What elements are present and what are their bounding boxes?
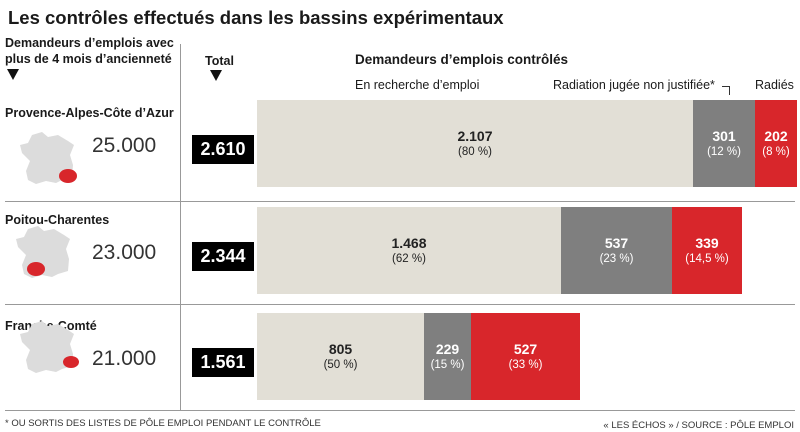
bar-segment-unjustified: 537 (23 %) (561, 207, 672, 294)
total-box: 2.610 (192, 135, 254, 164)
stacked-bar: 2.107 (80 %) 301 (12 %) 202 (8 %) (257, 100, 797, 187)
segment-percent: (12 %) (707, 145, 741, 158)
down-triangle-icon (210, 70, 222, 81)
legend-struck: Radiés (755, 78, 794, 92)
bar-segment-struck: 527 (33 %) (471, 313, 580, 400)
down-triangle-icon (7, 69, 19, 80)
jobseekers-count: 21.000 (92, 347, 157, 370)
segment-percent: (14,5 %) (685, 252, 729, 265)
france-map-icon-franche-comte (20, 321, 79, 373)
bar-segment-search: 2.107 (80 %) (257, 100, 693, 187)
bar-segment-struck: 339 (14,5 %) (672, 207, 742, 294)
france-map-icon-poitou (16, 226, 70, 278)
legend-bracket (722, 86, 730, 95)
segment-percent: (33 %) (508, 358, 543, 371)
segment-value: 2.107 (457, 127, 493, 144)
segment-percent: (62 %) (392, 252, 426, 265)
france-map-icon-paca (20, 132, 77, 184)
segment-value: 527 (513, 340, 538, 357)
segment-value: 1.468 (391, 234, 427, 251)
total-box: 2.344 (192, 242, 254, 271)
segment-value: 301 (712, 127, 736, 144)
segment-value: 805 (328, 340, 353, 357)
footnote: * OU SORTIS DES LISTES DE PÔLE EMPLOI PE… (5, 418, 321, 429)
main-column-header: Demandeurs d’emplois contrôlés (355, 52, 569, 67)
region-highlight (27, 262, 45, 276)
column-separator (180, 44, 181, 410)
total-column-header: Total (205, 54, 234, 68)
stacked-bar: 805 (50 %) 229 (15 %) 527 (33 %) (257, 313, 580, 400)
segment-percent: (50 %) (323, 358, 358, 371)
segment-value: 229 (435, 340, 460, 357)
bar-segment-unjustified: 229 (15 %) (424, 313, 471, 400)
region-highlight (59, 169, 77, 183)
row-separator (5, 201, 795, 202)
bar-segment-search: 805 (50 %) (257, 313, 424, 400)
bar-segment-unjustified: 301 (12 %) (693, 100, 755, 187)
legend-unjustified: Radiation jugée non justifiée* (553, 78, 715, 92)
bar-segment-search: 1.468 (62 %) (257, 207, 561, 294)
region-name: Provence-Alpes-Côte d’Azur (5, 106, 174, 120)
jobseekers-count: 23.000 (92, 241, 157, 264)
page-title: Les contrôles effectués dans les bassins… (8, 7, 504, 28)
jobseekers-count: 25.000 (92, 134, 157, 157)
region-highlight (63, 356, 79, 368)
region-name: Poitou-Charentes (5, 213, 110, 227)
segment-percent: (15 %) (430, 358, 465, 371)
legend-search: En recherche d’emploi (355, 78, 480, 92)
segment-value: 537 (604, 234, 629, 251)
segment-value: 202 (764, 127, 788, 144)
segment-value: 339 (695, 234, 719, 251)
segment-percent: (8 %) (762, 145, 790, 158)
bar-segment-struck: 202 (8 %) (755, 100, 797, 187)
segment-percent: (80 %) (458, 145, 492, 158)
source-credit: « LES ÉCHOS » / SOURCE : PÔLE EMPLOI (603, 420, 794, 431)
stacked-bar: 1.468 (62 %) 537 (23 %) 339 (14,5 %) (257, 207, 742, 294)
left-column-header: Demandeurs d’emplois avec plus de 4 mois… (5, 36, 174, 66)
row-separator (5, 410, 795, 411)
row-separator (5, 304, 795, 305)
segment-percent: (23 %) (599, 252, 634, 265)
total-box: 1.561 (192, 348, 254, 377)
